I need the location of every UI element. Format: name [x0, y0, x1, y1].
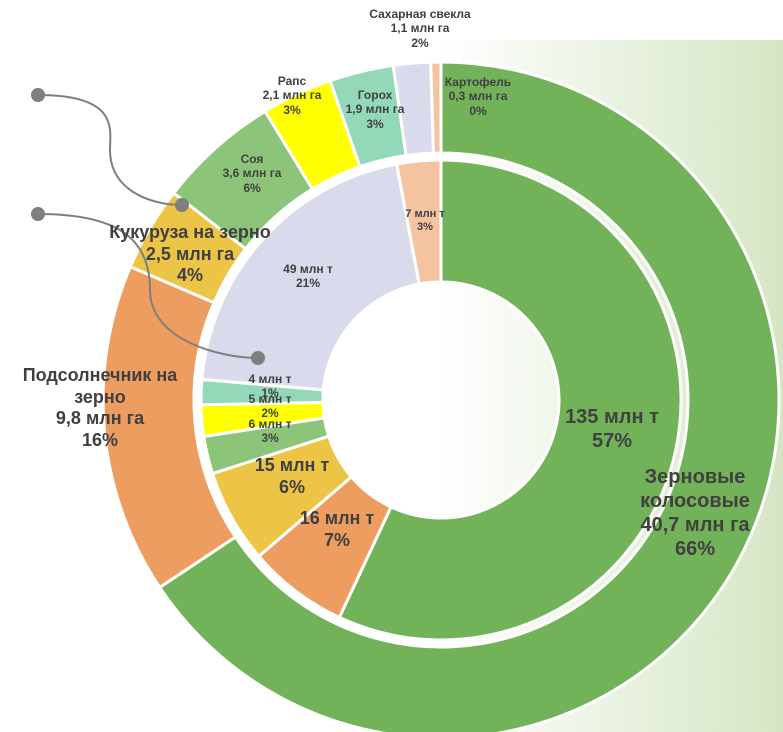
label-text: Соя — [240, 152, 264, 166]
data-label: 49 млн т 21% — [263, 262, 353, 291]
label-text: Рапс — [277, 74, 307, 88]
data-label: 5 млн т 2% — [230, 392, 310, 421]
data-label: 15 млн т 6% — [237, 455, 347, 498]
data-label: 7 млн т 3% — [390, 208, 460, 234]
label-text: 5 млн т — [248, 392, 292, 406]
label-text: 9,8 млн га — [55, 408, 145, 429]
data-label: Кукуруза на зерно 2,5 млн га 4% — [70, 222, 310, 287]
leader-line — [37, 94, 183, 206]
data-label: Сахарная свекла 1,1 млн га 2% — [355, 7, 485, 50]
label-text: 0,3 млн га — [448, 89, 508, 104]
data-label: Горох 1,9 млн га 3% — [335, 88, 415, 131]
donut-slice — [200, 162, 421, 392]
label-text: 49 млн т — [283, 262, 333, 276]
label-text: 1,9 млн га — [345, 102, 405, 117]
label-text: Горох — [357, 88, 393, 102]
donut-slice — [394, 158, 443, 286]
label-text: 1,1 млн га — [390, 21, 450, 36]
label-text: 7 млн т — [405, 208, 445, 220]
leader-dot — [251, 351, 265, 365]
label-text: 3% — [261, 431, 279, 446]
label-text: 4% — [176, 265, 203, 286]
label-text: 6% — [243, 180, 261, 195]
donut-slice — [337, 158, 683, 642]
data-label: 6 млн т 3% — [230, 417, 310, 446]
label-text: 6% — [278, 476, 305, 497]
label-text: 57% — [591, 430, 633, 452]
slices — [101, 60, 781, 732]
data-label: 16 млн т 7% — [282, 508, 392, 551]
label-text: 6 млн т — [248, 417, 292, 431]
label-text: 2% — [261, 406, 279, 421]
label-text: 15 млн т — [254, 455, 330, 475]
data-label: Зерновые колосовые 40,7 млн га 66% — [620, 465, 770, 561]
label-text: 16 млн т — [299, 508, 375, 528]
label-text: Кукуруза на зерно — [109, 222, 271, 242]
label-text: 4 млн т — [248, 372, 292, 386]
label-text: 7% — [323, 529, 350, 550]
donut-slice — [157, 60, 781, 732]
label-text: 21% — [295, 276, 321, 291]
label-text: 40,7 млн га — [640, 514, 750, 536]
leader-dot — [31, 207, 45, 221]
label-text: Подсолнечник на зерно — [22, 365, 178, 407]
label-text: 135 млн т — [565, 406, 659, 428]
label-text: 2,5 млн га — [145, 243, 235, 264]
label-text: Зерновые колосовые — [640, 466, 750, 512]
data-label: Рапс 2,1 млн га 3% — [247, 74, 337, 117]
data-label: 4 млн т 1% — [230, 372, 310, 401]
donut-slice — [429, 60, 443, 155]
data-label: Картофель 0,3 млн га 0% — [433, 75, 523, 118]
label-text: 3% — [417, 221, 433, 234]
leader-dot — [175, 198, 189, 212]
label-text: 2% — [411, 35, 429, 50]
leader-dot — [31, 88, 45, 102]
label-text: 2,1 млн га — [262, 88, 322, 103]
leader-line — [37, 213, 259, 359]
label-text: 3,6 млн га — [222, 166, 282, 181]
label-text: 66% — [674, 538, 716, 560]
label-text: 3% — [283, 102, 301, 117]
label-text: Сахарная свекла — [369, 7, 471, 21]
data-label: 135 млн т 57% — [547, 405, 677, 453]
label-text: Картофель — [444, 75, 512, 89]
label-text: 0% — [469, 103, 487, 118]
data-label: Подсолнечник на зерно 9,8 млн га 16% — [10, 365, 190, 451]
label-text: 3% — [366, 116, 384, 131]
label-text: 16% — [81, 429, 119, 450]
label-text: 1% — [261, 386, 279, 401]
data-label: Соя 3,6 млн га 6% — [207, 152, 297, 195]
